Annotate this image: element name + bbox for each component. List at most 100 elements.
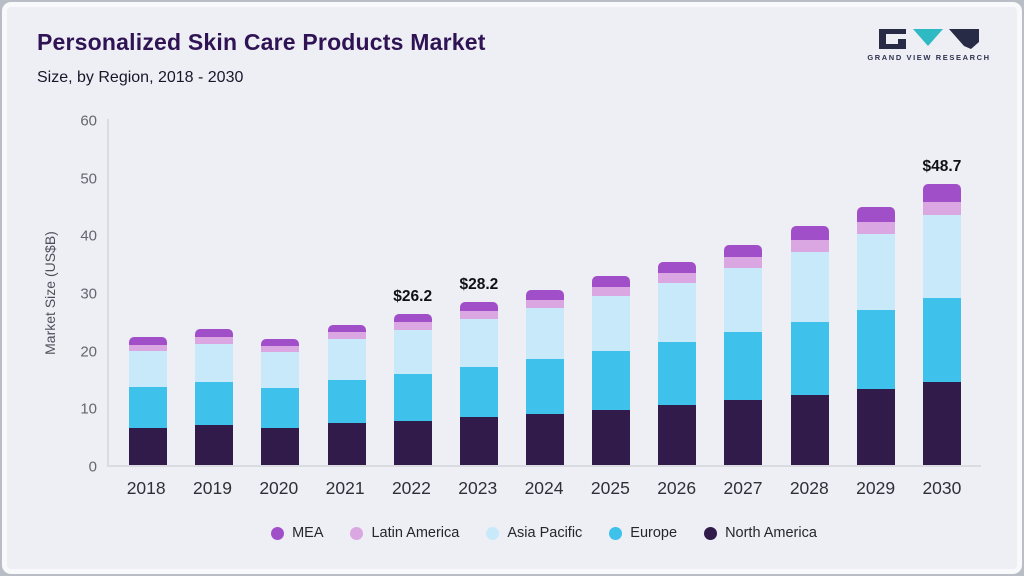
bar-value-label: $48.7 (922, 158, 962, 176)
gvr-logo: GRAND VIEW RESEARCH (867, 29, 989, 62)
page-title: Personalized Skin Care Products Market (37, 29, 486, 55)
bar-segment-europe (856, 310, 895, 389)
x-tick-label: 2028 (789, 478, 829, 498)
stacked-bar-2023 (459, 302, 498, 465)
x-tick-label: 2029 (856, 478, 896, 498)
stacked-bar-2022 (393, 313, 432, 465)
bar-segment-north-america (195, 424, 234, 465)
y-tick-label: 50 (80, 170, 97, 188)
x-tick-label: 2030 (922, 478, 962, 498)
bar-segment-latin-america (790, 240, 829, 253)
x-tick-label: 2019 (193, 478, 232, 498)
bar-segment-mea (658, 262, 697, 273)
x-tick-label: 2022 (391, 478, 431, 498)
bar-segment-mea (856, 207, 895, 223)
bar-segment-asia-pacific (724, 267, 763, 333)
bar-segment-latin-america (195, 337, 234, 344)
bar-segment-latin-america (526, 299, 565, 309)
bar-segment-europe (526, 359, 565, 414)
x-tick-label: 2024 (524, 478, 564, 498)
legend-dot (271, 526, 285, 540)
bar-segment-asia-pacific (393, 329, 432, 374)
bar-segment-europe (592, 351, 631, 410)
y-tick-label: 20 (80, 343, 97, 361)
bar-segment-europe (724, 332, 763, 401)
bar-segment-latin-america (922, 202, 961, 216)
bar-segment-asia-pacific (658, 282, 697, 343)
y-axis-title-wrap: Market Size (US$B) (37, 119, 63, 467)
bar-segment-north-america (856, 388, 895, 465)
bar-slot-2018 (115, 119, 181, 465)
stacked-bar-2020 (261, 338, 300, 465)
bar-segment-north-america (459, 417, 498, 465)
bar-slot-2024 (512, 119, 578, 465)
x-tick-label: 2018 (126, 478, 166, 498)
x-tick-label: 2023 (458, 478, 498, 498)
bar-segment-asia-pacific (856, 234, 895, 311)
bar-segment-north-america (129, 427, 168, 465)
legend-label: Latin America (371, 525, 460, 541)
y-tick-label: 40 (80, 227, 97, 245)
legend-dot (486, 526, 500, 540)
legend-dot (609, 526, 623, 540)
bar-segment-mea (327, 324, 366, 333)
bar-segment-europe (459, 366, 498, 418)
bar-segment-mea (790, 225, 829, 241)
bar-segment-mea (129, 337, 168, 345)
stacked-bar-chart: Market Size (US$B) 0 10 20 30 40 50 60 $26.2 $2… (37, 113, 981, 541)
bar-segment-latin-america (393, 322, 432, 330)
bar-segment-north-america (658, 405, 697, 465)
stacked-bar-2027 (724, 244, 763, 465)
bar-segment-north-america (526, 413, 565, 465)
stacked-bar-2029 (856, 207, 895, 465)
plot-area: $26.2 $28.2 $48.7 (107, 119, 981, 467)
bar-segment-asia-pacific (327, 339, 366, 380)
x-tick-label: 2021 (325, 478, 365, 498)
bar-segment-europe (922, 297, 961, 382)
bar-segment-north-america (922, 381, 961, 465)
legend-item-latin-america: Latin America (350, 525, 459, 541)
bar-segment-latin-america (129, 344, 168, 352)
x-tick-label: 2027 (723, 478, 763, 498)
stacked-bar-2024 (526, 290, 565, 465)
bar-segment-asia-pacific (261, 352, 300, 388)
y-tick-label: 60 (80, 112, 97, 130)
stacked-bar-2028 (790, 225, 829, 465)
bar-slot-2023: $28.2 (446, 119, 512, 465)
bar-segment-latin-america (658, 273, 697, 283)
bar-segment-mea (592, 276, 631, 287)
legend-label: Asia Pacific (507, 525, 583, 541)
bar-segment-north-america (327, 423, 366, 465)
stacked-bar-2018 (129, 337, 168, 465)
bar-segment-europe (261, 387, 300, 428)
bar-slot-2028 (777, 119, 843, 465)
gvr-logo-icon (879, 29, 979, 49)
x-tick-label: 2020 (259, 478, 299, 498)
bar-slot-2030: $48.7 (909, 119, 975, 465)
bar-segment-europe (658, 342, 697, 406)
bar-segment-asia-pacific (526, 308, 565, 360)
bar-segment-north-america (592, 409, 631, 465)
bar-segment-mea (459, 302, 498, 312)
bar-slot-2027 (710, 119, 776, 465)
bar-segment-europe (195, 381, 234, 425)
legend-label: North America (725, 525, 817, 541)
stacked-bar-2030 (922, 184, 961, 465)
bar-segment-north-america (261, 427, 300, 465)
bar-segment-mea (526, 290, 565, 300)
bar-segment-latin-america (261, 345, 300, 352)
stacked-bar-2019 (195, 328, 234, 465)
bar-segment-latin-america (724, 256, 763, 268)
bar-segment-europe (393, 373, 432, 421)
bar-segment-asia-pacific (790, 252, 829, 322)
stacked-bar-2025 (592, 276, 631, 465)
bar-segment-north-america (724, 400, 763, 465)
gvr-logo-text: GRAND VIEW RESEARCH (867, 53, 991, 62)
bar-segment-europe (129, 386, 168, 428)
bar-slot-2019 (181, 119, 247, 465)
y-axis-ticks: 0 10 20 30 40 50 60 (63, 113, 107, 476)
legend-label: Europe (630, 525, 678, 541)
legend-dot (350, 526, 364, 540)
legend-dot (704, 526, 718, 540)
chart-legend: MEA Latin America Asia Pacific Europe North … (107, 525, 981, 541)
